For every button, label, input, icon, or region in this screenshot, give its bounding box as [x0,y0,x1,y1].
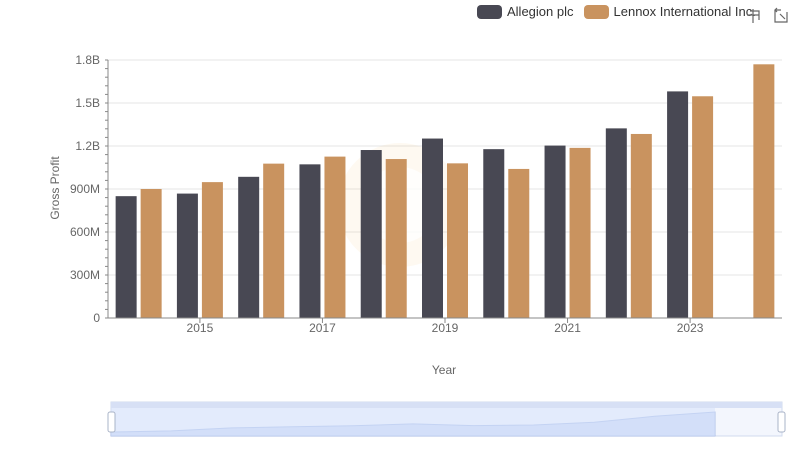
bar-allegion-2019[interactable] [422,138,443,318]
legend: Allegion plc Lennox International Inc. [477,4,756,19]
legend-label: Lennox International Inc. [613,4,756,19]
bar-lennox-2019[interactable] [447,163,468,318]
x-tick-label: 2023 [677,321,704,335]
zoom-selected-range[interactable] [111,408,715,436]
x-tick-label: 2017 [309,321,336,335]
bar-lennox-2018[interactable] [385,159,407,318]
bar-lennox-2016[interactable] [263,163,285,318]
bar-lennox-2020[interactable] [508,168,530,318]
bar-allegion-2014[interactable] [115,196,137,318]
bar-allegion-2016[interactable] [238,176,260,318]
bar-lennox-2017[interactable] [324,156,346,318]
zoom-reset-icon[interactable] [772,6,790,24]
y-axis-title: Gross Profit [48,156,62,220]
y-tick-label: 300M [70,268,100,282]
bar-lennox-2015[interactable] [201,182,223,318]
bar-allegion-2021[interactable] [544,145,566,318]
legend-item-allegion[interactable]: Allegion plc [477,4,574,19]
bar-lennox-2021[interactable] [569,147,591,318]
legend-label: Allegion plc [507,4,574,19]
legend-swatch [583,4,609,19]
toolbox [746,6,790,24]
y-tick-label: 1.8B [75,53,100,67]
legend-swatch [477,4,502,19]
y-tick-label: 900M [70,182,100,196]
x-tick-label: 2015 [187,321,214,335]
y-tick-label: 600M [70,225,100,239]
bar-allegion-2022[interactable] [605,128,627,318]
bar-allegion-2020[interactable] [483,149,505,318]
data-zoom-slider[interactable] [107,401,786,437]
bar-lennox-2014[interactable] [140,189,162,318]
y-tick-label: 0 [93,311,100,325]
bar-allegion-2018[interactable] [360,150,382,318]
zoom-drag-bar[interactable] [111,402,782,408]
x-axis: 2015 2017 2019 2021 2023 [108,317,782,335]
bars [115,64,775,318]
x-axis-title: Year [432,363,456,377]
legend-item-lennox[interactable]: Lennox International Inc. [583,4,756,19]
y-tick-label: 1.2B [75,139,100,153]
x-tick-label: 2019 [432,321,459,335]
bar-lennox-2024[interactable] [753,64,775,318]
bar-lennox-2023[interactable] [692,96,714,318]
bar-allegion-2017[interactable] [299,164,321,318]
y-tick-label: 1.5B [75,96,100,110]
bar-allegion-2015[interactable] [176,193,198,318]
zoom-handle-right[interactable] [777,411,786,433]
x-tick-label: 2021 [554,321,581,335]
y-axis: 0 300M 600M 900M 1.2B 1.5B 1.8B [70,53,109,325]
zoom-icon[interactable] [746,6,764,24]
bar-lennox-2022[interactable] [630,133,652,318]
bar-allegion-2023[interactable] [667,91,689,318]
zoom-handle-left[interactable] [107,411,116,433]
